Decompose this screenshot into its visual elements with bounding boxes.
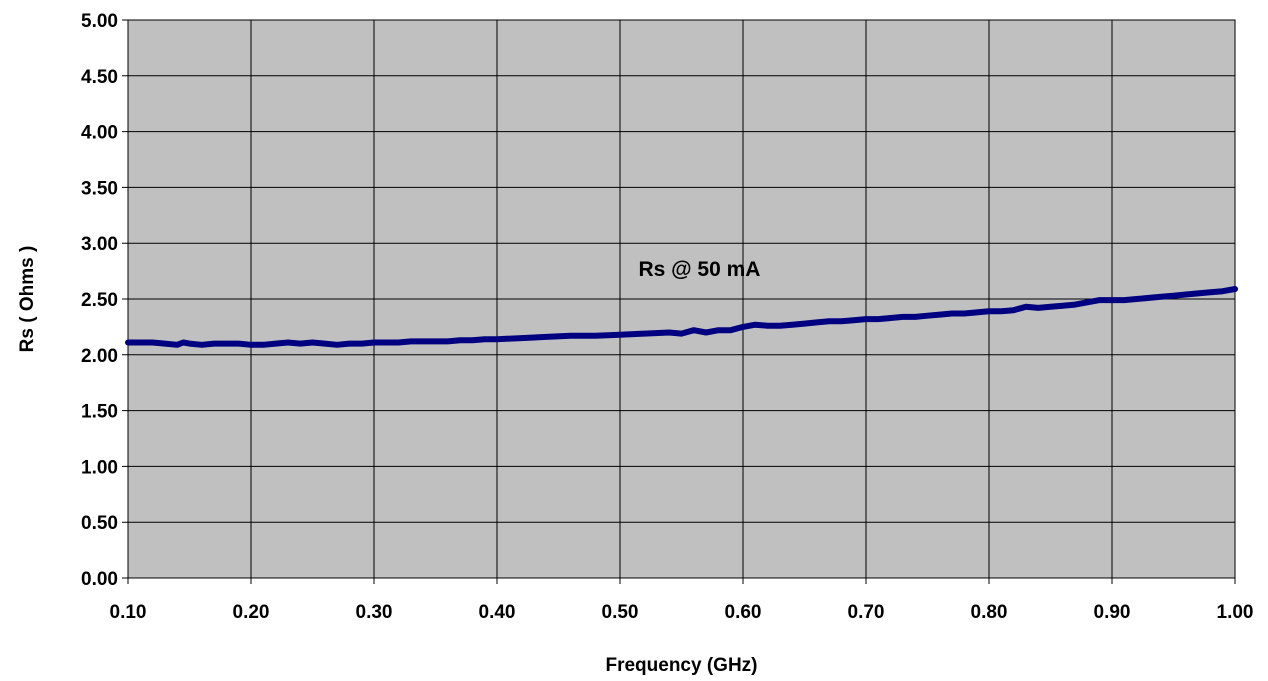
y-tick-label: 2.50 [81,290,118,311]
y-tick-label: 4.00 [81,123,118,144]
x-tick-label: 0.80 [971,602,1008,623]
x-tick-label: 0.90 [1094,602,1131,623]
y-axis-title: Rs ( Ohms ) [17,246,38,353]
y-tick-label: 0.50 [81,513,118,534]
x-tick-label: 0.20 [233,602,270,623]
x-axis-title: Frequency (GHz) [605,655,757,676]
y-tick-label: 1.00 [81,457,118,478]
x-tick-label: 0.10 [110,602,147,623]
y-tick-label: 2.00 [81,346,118,367]
grid-layer [122,19,1236,584]
y-tick-label: 4.50 [81,67,118,88]
series-line [125,286,1238,348]
y-tick-label: 1.50 [81,402,118,423]
x-tick-label: 0.60 [725,602,762,623]
tick-labels: 0.00 0.50 1.00 1.50 2.00 2.50 3.00 3.50 4.00 4.50… [81,11,1253,623]
x-tick-label: 0.50 [602,602,639,623]
x-tick-label: 0.30 [356,602,393,623]
y-tick-label: 3.50 [81,178,118,199]
x-tick-label: 0.40 [479,602,516,623]
x-tick-label: 1.00 [1217,602,1254,623]
x-tick-label: 0.70 [848,602,885,623]
annotation-label: Rs @ 50 mA [638,258,760,281]
y-tick-label: 5.00 [81,11,118,32]
y-tick-label: 0.00 [81,569,118,590]
y-tick-label: 3.00 [81,234,118,255]
series-layer [125,286,1238,348]
